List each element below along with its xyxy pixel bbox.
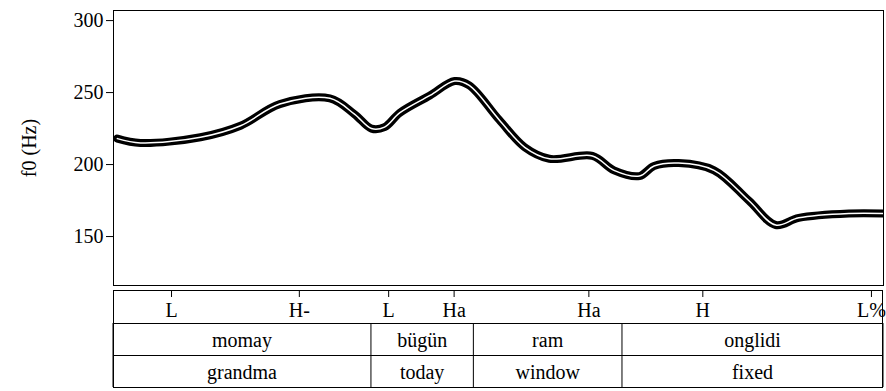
svg-text:onglidi: onglidi (724, 329, 781, 352)
svg-text:L: L (165, 299, 177, 321)
svg-text:200: 200 (74, 153, 104, 175)
svg-text:grandma: grandma (207, 361, 277, 384)
svg-text:window: window (515, 361, 580, 383)
svg-text:momay: momay (212, 329, 272, 352)
svg-text:L%: L% (857, 299, 886, 321)
svg-text:300: 300 (74, 9, 104, 31)
svg-text:250: 250 (74, 81, 104, 103)
svg-text:Ha: Ha (442, 299, 465, 321)
svg-text:f0 (Hz): f0 (Hz) (18, 119, 41, 177)
svg-text:150: 150 (74, 225, 104, 247)
svg-text:today: today (400, 361, 444, 384)
svg-text:ram: ram (532, 329, 564, 351)
svg-text:L: L (383, 299, 395, 321)
svg-text:fixed: fixed (732, 361, 773, 383)
svg-text:H: H (696, 299, 710, 321)
svg-text:Ha: Ha (577, 299, 600, 321)
svg-text:bügün: bügün (397, 329, 447, 352)
svg-text:H-: H- (289, 299, 310, 321)
